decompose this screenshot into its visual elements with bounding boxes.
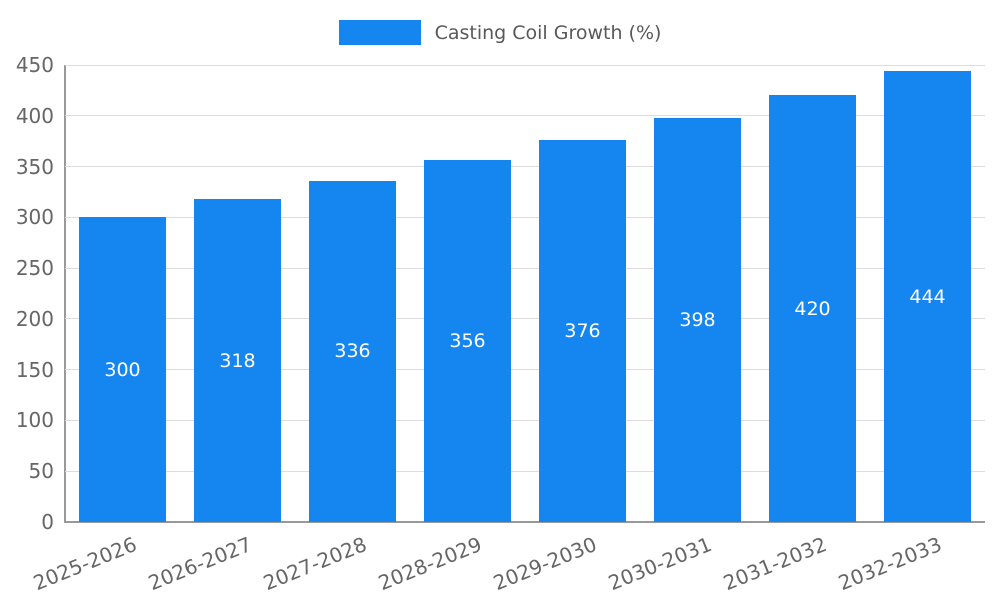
y-tick-label: 400 — [15, 103, 54, 128]
gridline — [65, 369, 985, 371]
y-tick-label: 450 — [15, 53, 54, 77]
y-tick-label: 350 — [15, 154, 54, 179]
x-tick-label: 2025-2026 — [29, 532, 140, 596]
gridline — [65, 216, 985, 218]
bar-value-label: 420 — [794, 297, 831, 320]
bar — [309, 180, 396, 522]
y-tick-label: 50 — [28, 459, 54, 484]
legend-label: Casting Coil Growth (%) — [434, 21, 662, 44]
y-tick-label: 100 — [15, 408, 54, 433]
y-tick-label: 300 — [15, 205, 54, 230]
bar-value-label: 398 — [679, 308, 716, 331]
gridline — [65, 166, 985, 168]
bar — [884, 71, 971, 522]
x-tick-label: 2029-2030 — [489, 532, 600, 596]
bar — [654, 117, 741, 522]
bar-value-label: 300 — [104, 358, 141, 381]
gridline — [65, 267, 985, 269]
x-tick-label: 2027-2028 — [259, 532, 370, 596]
x-axis-line — [64, 521, 985, 523]
x-tick-label: 2031-2032 — [719, 532, 830, 596]
bar — [769, 95, 856, 522]
bar-value-label: 318 — [219, 349, 256, 372]
bar-value-label: 356 — [449, 330, 486, 353]
x-tick-label: 2026-2027 — [144, 532, 255, 596]
gridline — [65, 318, 985, 320]
y-tick-label: 200 — [15, 306, 54, 331]
plot-area: 300 318 336 356 376 398 420 444 — [64, 64, 985, 523]
chart-legend: Casting Coil Growth (%) — [0, 20, 1000, 45]
gridline — [65, 115, 985, 117]
y-tick-label: 0 — [41, 510, 54, 534]
y-axis-line — [64, 65, 66, 522]
y-tick-label: 250 — [15, 256, 54, 281]
bar — [424, 160, 511, 522]
bar — [539, 140, 626, 522]
bar-value-label: 376 — [564, 320, 601, 343]
bar — [79, 217, 166, 522]
legend-swatch — [338, 20, 421, 45]
bar-value-label: 336 — [334, 340, 371, 363]
bar — [194, 199, 281, 522]
x-tick-label: 2030-2031 — [604, 532, 715, 596]
y-tick-label: 150 — [15, 357, 54, 382]
gridline — [65, 64, 985, 66]
gridline — [65, 419, 985, 421]
bar-value-label: 444 — [909, 285, 946, 308]
x-tick-label: 2032-2033 — [834, 532, 945, 596]
gridline — [65, 470, 985, 472]
x-tick-label: 2028-2029 — [374, 532, 485, 596]
